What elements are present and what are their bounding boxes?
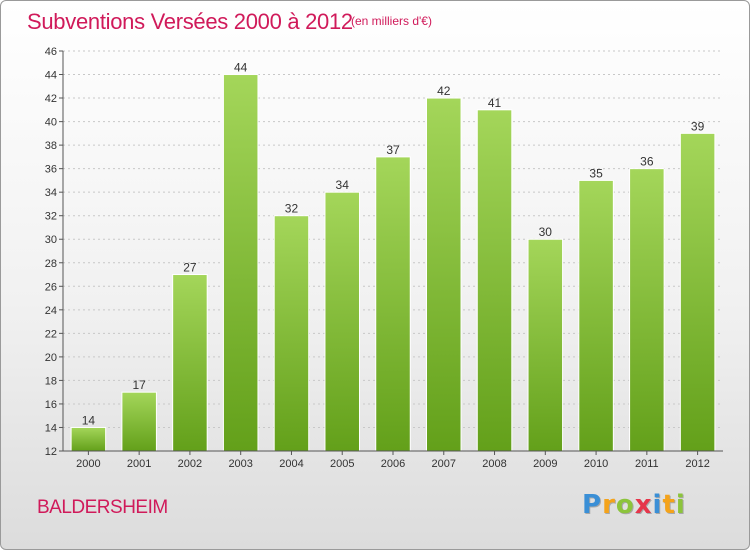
bar [578,179,614,452]
x-tick-label: 2007 [432,458,456,470]
y-tick-label: 16 [45,399,57,411]
y-tick-label: 22 [45,328,57,340]
x-tick-label: 2006 [381,458,405,470]
bar-value-label: 42 [437,84,451,98]
y-tick-label: 36 [45,164,57,176]
x-tick-label: 2002 [178,458,202,470]
bar-value-label: 35 [589,166,603,180]
x-tick-label: 2005 [330,458,354,470]
y-tick-label: 26 [45,281,57,293]
bar-value-label: 44 [234,61,248,75]
proxiti-logo[interactable]: Proxiti [582,490,686,520]
chart-unit-subtitle: (en milliers d'€) [351,14,432,28]
logo-letter: i [675,490,686,520]
bar [629,168,665,452]
y-tick-label: 24 [45,305,57,317]
logo-letter: x [634,490,653,520]
x-tick-label: 2010 [584,458,608,470]
y-tick-label: 32 [45,211,57,223]
bar [426,97,462,452]
x-tick-label: 2001 [127,458,151,470]
y-tick-label: 42 [45,93,57,105]
bar-value-label: 34 [336,178,350,192]
bar-chart: 14 17 27 44 32 34 37 42 41 30 35 36 39 12 14 16 18 20 22 2… [45,46,723,470]
bars: 14 17 27 44 32 34 37 42 41 30 35 36 39 [70,61,716,452]
y-tick-label: 30 [45,234,57,246]
bar-value-label: 39 [691,119,705,133]
y-tick-label: 12 [45,446,57,458]
y-tick-label: 18 [45,375,57,387]
bar-value-label: 17 [132,378,146,392]
y-tick-label: 20 [45,352,57,364]
logo-letter: t [662,490,676,520]
commune-name: BALDERSHEIM [37,497,168,518]
logo-letter: r [602,490,616,520]
x-tick-label: 2012 [685,458,709,470]
axes: 12 14 16 18 20 22 24 26 28 30 32 34 36 38 40 42 44 46 2000… [45,46,723,470]
bar [273,215,310,452]
bar [172,274,208,452]
x-tick-label: 2011 [635,458,659,470]
y-tick-label: 34 [45,187,57,199]
y-tick-label: 46 [45,46,57,58]
bar-value-label: 14 [82,413,96,427]
logo-letter: i [652,490,663,520]
bar [70,426,107,452]
x-tick-label: 2008 [482,458,506,470]
bar [222,74,259,452]
logo-letter: P [582,490,603,520]
bar-value-label: 32 [285,202,299,216]
y-tick-label: 40 [45,117,57,129]
chart-title: Subventions Versées 2000 à 2012 [27,9,353,34]
x-tick-label: 2009 [533,458,557,470]
y-tick-label: 44 [45,70,57,82]
x-tick-label: 2004 [279,458,303,470]
bar-value-label: 27 [183,261,197,275]
bar [679,132,716,452]
y-tick-label: 38 [45,140,57,152]
bar [527,238,564,452]
y-tick-label: 14 [45,422,57,434]
bar [375,156,411,452]
x-tick-label: 2000 [76,458,100,470]
bar [121,391,157,452]
bar-value-label: 37 [386,143,400,157]
bar [324,191,360,452]
x-tick-label: 2003 [228,458,252,470]
bar-value-label: 30 [539,225,553,239]
bar-value-label: 36 [640,155,654,169]
logo-letter: o [615,490,635,520]
y-tick-label: 28 [45,258,57,270]
bar [476,109,513,452]
bar-value-label: 41 [488,96,502,110]
